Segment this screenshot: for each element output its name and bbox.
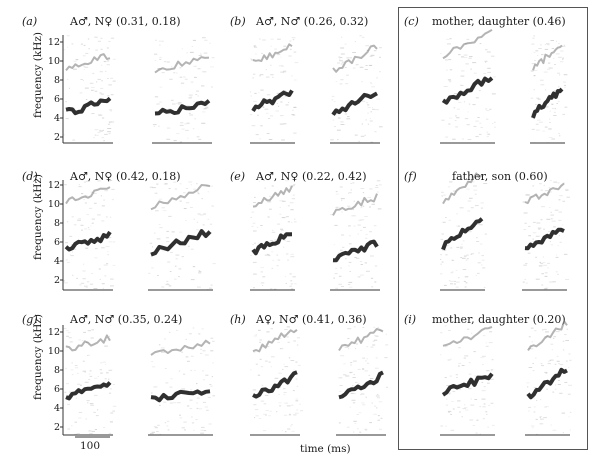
tick-label: 8 [53,75,60,86]
tick-label: 6 [53,237,60,248]
panel-title-c: mother, daughter (0.46) [432,15,566,28]
panel-title-b: A♂, N♂ (0.26, 0.32) [256,15,369,28]
panel-label-b: (b) [230,15,246,28]
x-axis-label: time (ms) [300,443,351,455]
panel-label-g: (g) [22,313,38,326]
tick-label: 12 [47,180,60,191]
spectrogram-i-left [440,325,495,436]
tick-label: 10 [47,346,60,357]
tick-label: 12 [47,37,60,48]
tick-label: 6 [53,94,60,105]
spectrogram-f-left [440,172,488,291]
spectrogram-f-right [522,180,570,291]
spectrogram-c-left [440,28,496,144]
tick-label: 10 [47,199,60,210]
spectrogram-h-right [336,326,389,436]
spectrogram-d-left [63,180,116,291]
panel-title-h: A♀, N♂ (0.41, 0.36) [256,313,367,326]
tick-label: 2 [53,422,60,433]
panel-label-a: (a) [22,15,38,28]
panel-label-i: (i) [404,313,417,326]
spectrogram-a-right [152,37,215,144]
panel-title-a: A♂, N♀ (0.31, 0.18) [70,15,181,28]
panel-title-g: A♂, N♂ (0.35, 0.24) [70,313,183,326]
tick-label: 6 [53,384,60,395]
spectrogram-h-left [250,326,304,436]
tick-label: 8 [53,365,60,376]
tick-label: 2 [53,275,60,286]
spectrogram-g-left [63,325,117,436]
spectrogram-a-left [63,35,116,144]
tick-label: 10 [47,56,60,67]
spectrogram-d-right [148,181,216,291]
spectrogram-b-left [250,37,299,144]
spectrogram-g-right [148,327,215,436]
scale-bar-label: 100 [80,440,101,452]
family-panels-box [398,7,588,450]
panel-label-c: (c) [404,15,419,28]
spectrogram-e-right [330,180,382,291]
spectrogram-b-right [330,35,383,144]
tick-label: 8 [53,218,60,229]
panel-title-i: mother, daughter (0.20) [432,313,566,326]
tick-label: 2 [53,132,60,143]
panel-label-f: (f) [404,170,417,183]
spectrogram-e-left [250,180,297,291]
panel-label-d: (d) [22,170,38,183]
tick-label: 12 [47,327,60,338]
spectrogram-i-right [525,320,572,436]
spectrogram-c-right [530,35,568,144]
tick-label: 4 [53,256,60,267]
panel-label-e: (e) [230,170,246,183]
panel-label-h: (h) [230,313,246,326]
panel-title-d: A♂, N♀ (0.42, 0.18) [70,170,181,183]
tick-label: 4 [53,113,60,124]
tick-label: 4 [53,403,60,414]
panel-title-e: A♂, N♀ (0.22, 0.42) [256,170,367,183]
